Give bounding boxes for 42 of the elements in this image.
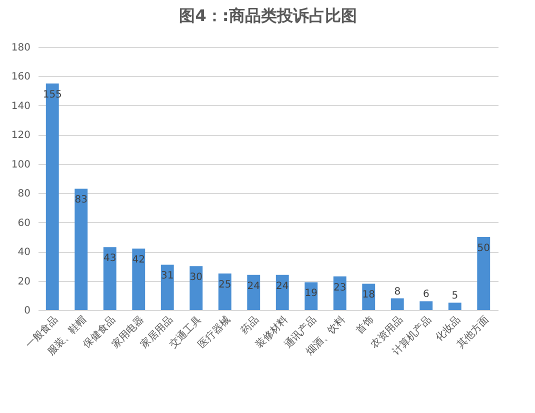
bar: [132, 248, 146, 310]
bar: [333, 276, 346, 310]
bar: [276, 274, 289, 310]
y-tick-label: 80: [18, 188, 30, 200]
data-label: 30: [190, 272, 202, 284]
data-label: 23: [334, 282, 346, 294]
y-tick-label: 0: [24, 306, 30, 316]
chart-title: 图4：:商品类投诉占比图: [179, 6, 357, 25]
data-label: 5: [452, 290, 458, 302]
bar: [103, 247, 116, 310]
y-tick-label: 120: [11, 130, 30, 142]
y-tick-label: 100: [11, 159, 30, 170]
bar: [74, 188, 88, 310]
bar: [477, 236, 490, 310]
bar: [190, 266, 203, 310]
bar: [160, 264, 174, 310]
data-label: 31: [161, 270, 174, 282]
bar: [218, 273, 232, 310]
data-label: 50: [477, 242, 490, 254]
x-tick-label: 药品: [238, 314, 262, 336]
y-tick-label: 160: [11, 72, 30, 83]
bar: [46, 84, 59, 310]
bar: [420, 301, 433, 310]
y-tick-label: 180: [11, 42, 30, 54]
x-tick-label: 首饰: [354, 314, 376, 336]
data-label: 18: [362, 290, 375, 301]
bar: [390, 298, 404, 310]
y-tick-label: 40: [18, 247, 30, 258]
data-label: 24: [247, 280, 260, 292]
y-tick-label: 20: [18, 276, 30, 288]
data-label: 25: [218, 279, 232, 290]
data-label: 83: [74, 194, 88, 206]
data-label: 24: [276, 280, 289, 292]
bar: [448, 302, 462, 310]
y-tick-label: 140: [11, 100, 30, 112]
bar: [247, 274, 260, 310]
y-tick-label: 60: [18, 218, 30, 229]
data-label: 43: [104, 253, 116, 264]
data-label: 8: [394, 286, 401, 298]
data-label: 6: [422, 289, 430, 300]
data-label: 19: [304, 288, 318, 300]
data-label: 42: [132, 254, 145, 266]
